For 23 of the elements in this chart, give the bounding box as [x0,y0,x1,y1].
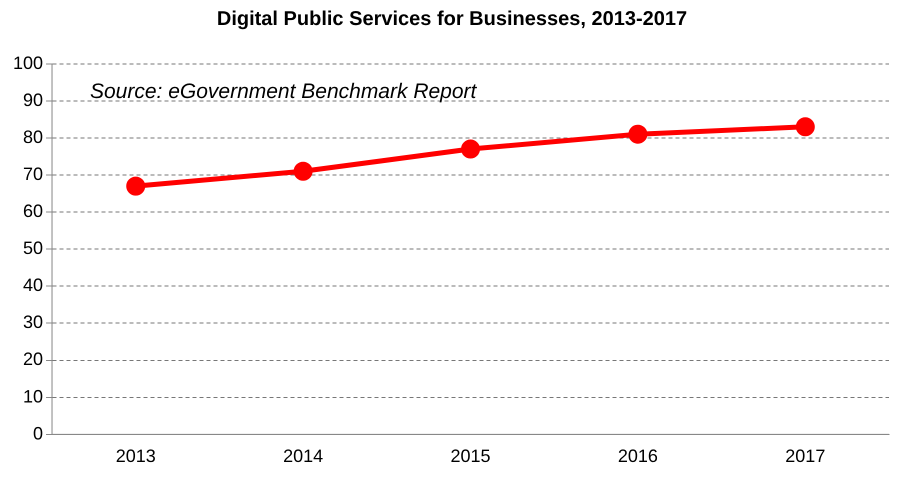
x-tick-label: 2016 [618,446,658,466]
x-tick-label: 2017 [785,446,826,466]
y-tick-label: 40 [23,275,44,296]
y-tick-label: 20 [23,349,44,370]
y-tick-label: 30 [23,312,44,332]
x-tick-label: 2014 [283,446,324,466]
chart-title: Digital Public Services for Businesses, 2013-2017 [216,8,688,31]
y-tick-label: 60 [23,201,44,222]
point [628,124,648,144]
point [461,140,480,159]
y-tick-label: 50 [23,238,44,258]
annotation: Source: eGovernment Benchmark Report [90,80,476,104]
y-tick-label: 100 [12,52,44,73]
point [294,162,313,181]
y-tick-label: 90 [23,90,44,110]
y-tick-label: 70 [23,164,44,184]
y-tick-label: 80 [23,126,44,147]
x-tick-label: 2015 [450,446,491,466]
y-tick-label: 0 [33,423,44,444]
y-tick-label: 10 [23,386,44,406]
x-tick-label: 2013 [116,446,156,466]
point [126,176,146,196]
point [796,117,815,136]
